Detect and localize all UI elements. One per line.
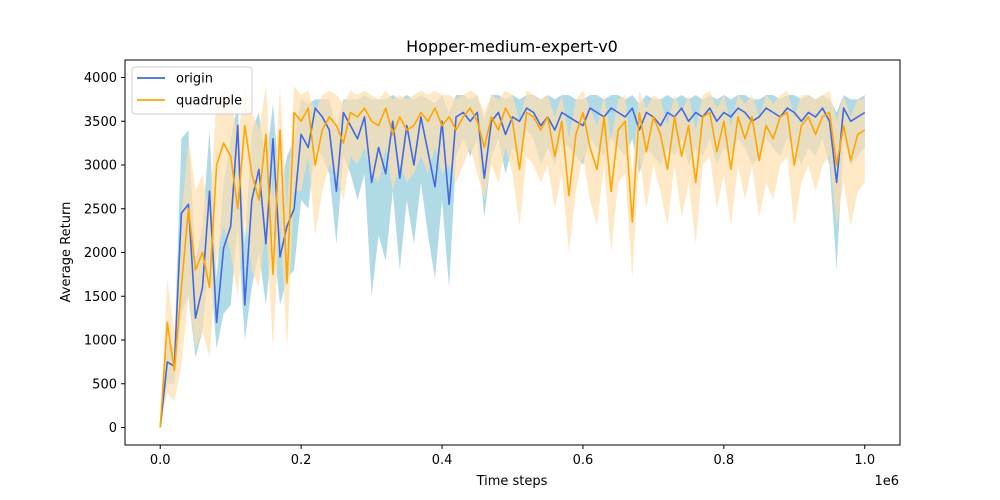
y-tick-label: 2000 (84, 246, 117, 261)
line-origin (159, 107, 866, 428)
x-axis: 0.0 0.2 0.4 0.6 0.8 1.0 (150, 445, 875, 468)
confidence-bands (160, 86, 865, 428)
y-tick-label: 3500 (84, 115, 117, 130)
band-quadruple (160, 86, 865, 428)
x-tick-label: 1.0 (854, 453, 875, 468)
legend: origin quadruple (131, 66, 253, 115)
line-quadruple (159, 107, 866, 428)
legend-label-origin: origin (176, 72, 213, 87)
x-tick-label: 0.6 (573, 453, 594, 468)
y-tick-label: 4000 (84, 71, 117, 86)
band-origin (160, 95, 865, 428)
x-tick-label: 0.8 (714, 453, 735, 468)
y-tick-label: 500 (92, 377, 117, 392)
series-lines (159, 107, 866, 428)
chart-title: Hopper-medium-expert-v0 (406, 37, 618, 56)
x-tick-label: 0.4 (432, 453, 453, 468)
y-axis: 0 500 1000 1500 2000 2500 3000 3500 4000 (84, 71, 125, 436)
y-tick-label: 1000 (84, 334, 117, 349)
x-tick-label: 0.2 (291, 453, 312, 468)
x-tick-label: 0.0 (150, 453, 171, 468)
y-tick-label: 2500 (84, 202, 117, 217)
x-axis-offset-label: 1e6 (874, 474, 899, 489)
x-axis-label: Time steps (476, 474, 548, 489)
legend-label-quadruple: quadruple (176, 94, 242, 109)
y-axis-label: Average Return (59, 202, 74, 303)
y-tick-label: 0 (109, 421, 117, 436)
y-tick-label: 1500 (84, 290, 117, 305)
y-tick-label: 3000 (84, 159, 117, 174)
